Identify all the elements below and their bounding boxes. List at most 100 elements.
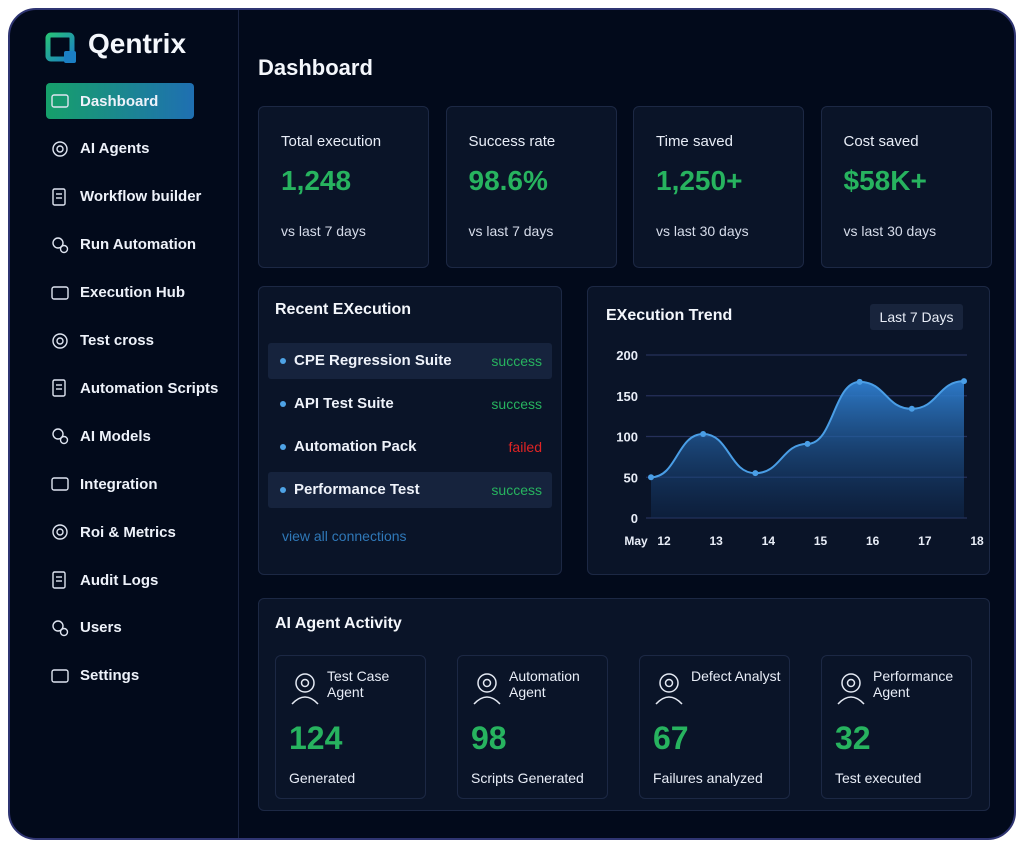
icon-shape bbox=[841, 673, 861, 693]
panel-title: Recent EXecution bbox=[275, 301, 412, 318]
agent-icon bbox=[473, 673, 501, 705]
nav-icon bbox=[52, 379, 66, 398]
nav-icon bbox=[52, 620, 69, 637]
agent-note: Scripts Generated bbox=[471, 770, 584, 786]
stat-note: vs last 7 days bbox=[468, 223, 554, 239]
recent-panel: Recent EXecution CPE Regression Suite suc… bbox=[258, 286, 562, 575]
view-all-link[interactable]: view all connections bbox=[282, 528, 407, 544]
icon-shape bbox=[295, 673, 315, 693]
x-tick-label: 14 bbox=[762, 534, 776, 548]
nav-item[interactable]: Roi & Metrics bbox=[46, 514, 194, 550]
nav-icon bbox=[51, 669, 69, 683]
trend-panel: EXecution Trend Last 7 Days 0 50 100 150 200… bbox=[587, 286, 990, 575]
nav-label: Integration bbox=[80, 475, 158, 493]
nav-item[interactable]: Settings bbox=[46, 658, 194, 694]
icon-shape bbox=[477, 673, 497, 693]
execution-name: Performance Test bbox=[294, 481, 420, 498]
nav-item[interactable]: Automation Scripts bbox=[46, 370, 218, 406]
nav-item[interactable]: Execution Hub bbox=[46, 275, 194, 311]
icon-shape bbox=[664, 678, 674, 688]
trend-point bbox=[752, 470, 759, 477]
range-button[interactable]: Last 7 Days bbox=[870, 304, 963, 330]
agent-icon bbox=[837, 673, 865, 705]
execution-status: failed bbox=[508, 439, 542, 455]
nav-item[interactable]: Users bbox=[46, 610, 194, 646]
icon-shape bbox=[837, 696, 865, 705]
x-tick-label: 13 bbox=[709, 534, 723, 548]
nav-item[interactable]: AI Models bbox=[46, 418, 194, 454]
agent-name: Defect Analyst bbox=[691, 668, 781, 684]
icon-shape bbox=[52, 379, 66, 398]
nav-item[interactable]: AI Agents bbox=[46, 131, 194, 167]
icon-shape bbox=[59, 244, 69, 253]
y-tick-label: 100 bbox=[616, 430, 638, 445]
stat-value: 1,250+ bbox=[656, 165, 743, 196]
logo-icon bbox=[45, 32, 76, 63]
y-tick-label: 0 bbox=[631, 511, 638, 526]
agent-note: Test executed bbox=[835, 770, 922, 786]
icon-shape bbox=[52, 188, 66, 206]
x-tick-label: 18 bbox=[970, 534, 984, 548]
stat-card: Total execution 1,248 vs last 7 days bbox=[258, 106, 429, 268]
icon-shape bbox=[59, 436, 69, 445]
panel-title: AI Agent Activity bbox=[275, 615, 402, 632]
agent-card: Test Case Agent 124 Generated bbox=[275, 655, 426, 799]
x-tick-label: 17 bbox=[918, 534, 932, 548]
nav-label: Workflow builder bbox=[80, 188, 202, 206]
agent-name: Automation Agent bbox=[509, 668, 580, 700]
x-axis-label: May bbox=[624, 534, 648, 548]
icon-shape bbox=[291, 696, 319, 705]
trend-chart: 0 50 100 150 200 May 12 13 14 15 16 17 18 bbox=[616, 348, 984, 548]
nav-icon bbox=[52, 141, 68, 157]
trend-point bbox=[961, 378, 967, 385]
brand-name: Qentrix bbox=[88, 28, 187, 59]
stat-value: 98.6% bbox=[468, 165, 548, 196]
stat-label: Time saved bbox=[656, 133, 733, 150]
nav-label: Audit Logs bbox=[80, 571, 159, 589]
icon-shape bbox=[300, 678, 310, 688]
nav-item[interactable]: Audit Logs bbox=[46, 562, 194, 598]
icon-shape bbox=[659, 673, 679, 693]
icon-shape bbox=[51, 669, 69, 683]
stat-note: vs last 30 days bbox=[656, 223, 749, 239]
y-tick-label: 200 bbox=[616, 348, 638, 363]
execution-row[interactable]: API Test Suite success bbox=[268, 386, 552, 422]
nav-icon bbox=[52, 524, 68, 540]
x-tick-label: 12 bbox=[657, 534, 671, 548]
nav-icon bbox=[52, 188, 66, 206]
execution-row[interactable]: Automation Pack failed bbox=[268, 429, 552, 465]
icon-shape bbox=[51, 94, 69, 108]
execution-name: API Test Suite bbox=[294, 395, 394, 412]
icon-shape bbox=[56, 336, 64, 345]
execution-status: success bbox=[491, 396, 542, 412]
stat-note: vs last 7 days bbox=[281, 223, 366, 239]
nav-item[interactable]: Test cross bbox=[46, 323, 194, 359]
nav-item[interactable]: Integration bbox=[46, 466, 194, 502]
execution-name: CPE Regression Suite bbox=[294, 352, 452, 369]
nav-icon bbox=[52, 236, 69, 253]
trend-point bbox=[856, 378, 863, 385]
agent-value: 124 bbox=[289, 720, 343, 756]
nav-icon bbox=[51, 477, 69, 491]
page-title: Dashboard bbox=[258, 55, 373, 80]
nav-label: Roi & Metrics bbox=[80, 523, 176, 541]
agent-name: Performance Agent bbox=[873, 668, 954, 700]
icon-shape bbox=[655, 696, 683, 705]
nav-label: Run Automation bbox=[80, 236, 197, 254]
icon-shape bbox=[52, 332, 68, 349]
icon-shape bbox=[52, 571, 66, 589]
nav-item[interactable]: Workflow builder bbox=[46, 179, 201, 215]
agent-note: Failures analyzed bbox=[653, 770, 763, 786]
trend-point bbox=[700, 431, 707, 438]
stat-label: Success rate bbox=[468, 133, 556, 150]
icon-shape bbox=[56, 145, 64, 153]
agent-value: 98 bbox=[471, 720, 507, 756]
trend-point bbox=[908, 405, 915, 412]
execution-row[interactable]: CPE Regression Suite success bbox=[268, 343, 552, 379]
execution-row[interactable]: Performance Test success bbox=[268, 472, 552, 508]
nav-item[interactable]: Run Automation bbox=[46, 227, 197, 263]
nav-label: Users bbox=[80, 619, 122, 637]
trend-point bbox=[648, 474, 654, 481]
nav-item[interactable]: Dashboard bbox=[46, 83, 194, 119]
